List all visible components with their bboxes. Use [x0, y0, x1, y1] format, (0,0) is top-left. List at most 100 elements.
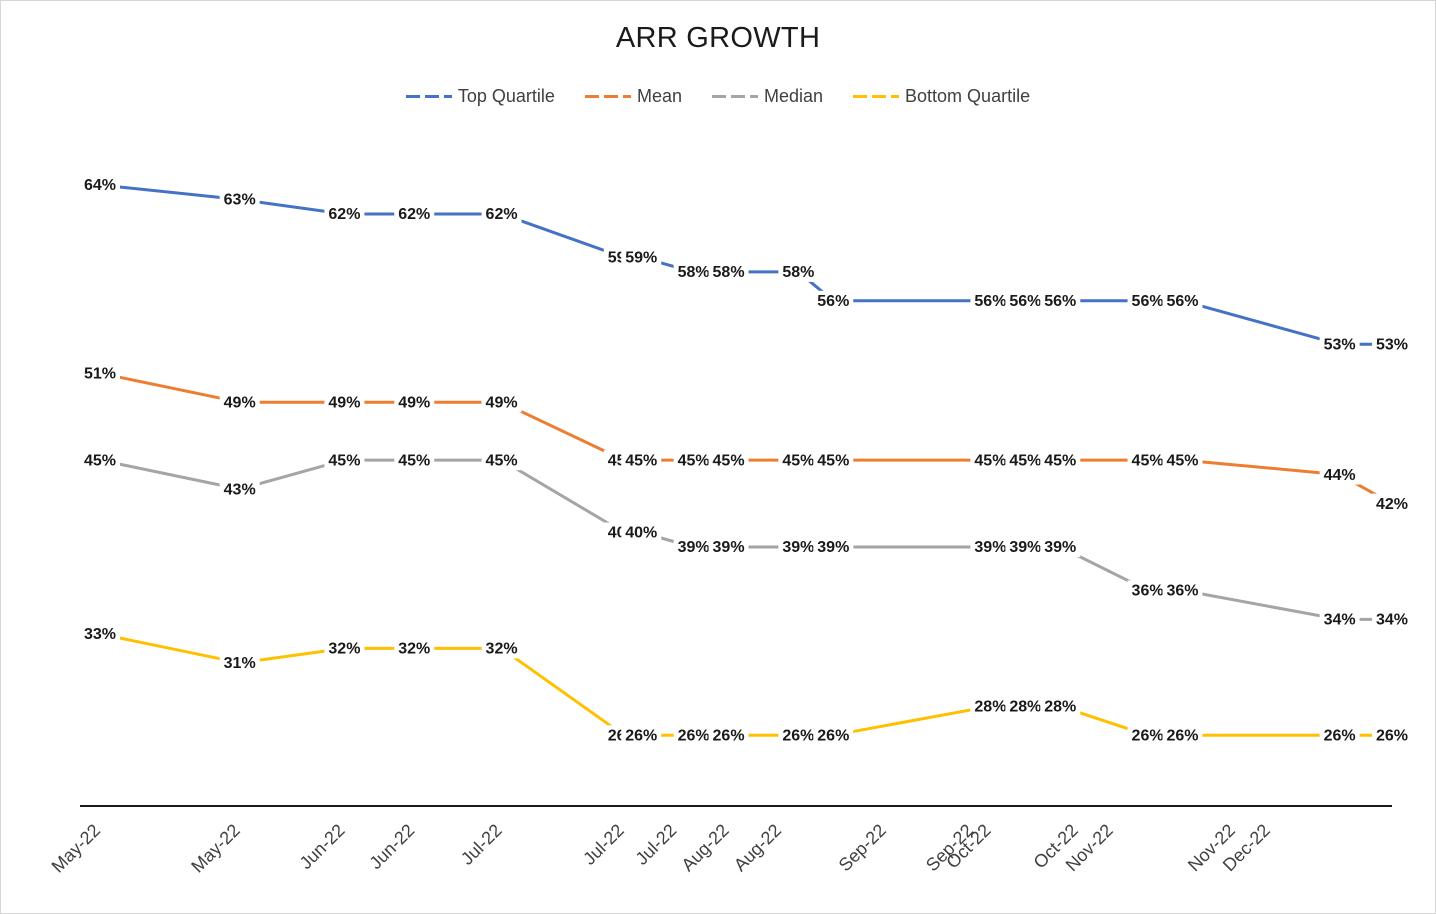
data-label-bg	[1005, 696, 1046, 717]
data-label-bg	[1372, 334, 1412, 355]
legend-label-median: Median	[763, 86, 824, 106]
data-label-bg	[1372, 609, 1412, 630]
data-label-bg	[1040, 290, 1081, 311]
data-label-mean: 45%	[625, 452, 657, 469]
data-label-top-quartile: 62%	[328, 206, 360, 223]
data-label-bottom-quartile: 33%	[84, 626, 116, 643]
x-tick-group: Aug-22	[730, 820, 785, 875]
data-label-mean: 45%	[1044, 452, 1076, 469]
data-label-bg	[708, 725, 749, 746]
data-label-bg	[219, 189, 260, 210]
data-label-bg	[813, 725, 854, 746]
data-label-bg	[970, 696, 1011, 717]
data-label-bg	[1319, 334, 1360, 355]
data-label-bottom-quartile: 26%	[713, 727, 745, 744]
data-label-mean: 42%	[1376, 496, 1408, 513]
data-label-bg	[708, 261, 749, 282]
x-tick-label: Aug-22	[678, 820, 733, 875]
data-label-bg	[621, 522, 662, 543]
legend-swatch-median	[711, 95, 758, 98]
data-label-median: 40%	[625, 525, 657, 542]
legend-label-bottom-quartile: Bottom Quartile	[905, 86, 1031, 106]
data-label-bg	[621, 450, 662, 471]
data-label-bg	[481, 203, 522, 224]
data-label-bg	[1319, 609, 1360, 630]
data-label-bg	[673, 725, 714, 746]
data-label-bottom-quartile: 28%	[1009, 698, 1041, 715]
data-label-bg	[813, 537, 854, 557]
x-tick-label: Jun-22	[365, 820, 418, 873]
data-label-bg	[1372, 493, 1412, 514]
data-label-bg	[1005, 537, 1046, 557]
x-tick-group: Jun-22	[365, 820, 418, 873]
legend-swatch-top-quartile	[405, 95, 452, 98]
legend-item-bottom-quartile: Bottom Quartile	[853, 86, 1030, 107]
data-label-bg	[1319, 464, 1360, 485]
data-label-bg	[970, 537, 1011, 557]
data-label-bg	[673, 537, 714, 557]
data-label-top-quartile: 63%	[224, 192, 256, 209]
x-tick-label: Jul-22	[457, 820, 506, 869]
data-label-bg	[80, 175, 120, 195]
x-tick-label: Sep-22	[835, 820, 890, 875]
data-label-bg	[219, 652, 260, 673]
data-label-bg	[1162, 290, 1203, 311]
data-label-bg	[1127, 725, 1168, 746]
legend-label-top-quartile: Top Quartile	[457, 86, 555, 106]
data-label-bg	[324, 638, 365, 659]
data-label-mean: 45%	[974, 452, 1006, 469]
data-label-bg	[621, 247, 662, 268]
data-label-mean: 49%	[224, 394, 256, 411]
data-label-bg	[970, 290, 1011, 311]
data-label-top-quartile: 56%	[1132, 293, 1164, 310]
data-label-median: 45%	[84, 452, 116, 469]
data-label-bg	[1040, 450, 1081, 471]
x-tick-group: Jul-22	[457, 820, 506, 869]
data-label-bottom-quartile: 26%	[678, 727, 710, 744]
data-label-top-quartile: 58%	[713, 264, 745, 281]
data-label-bg	[778, 537, 819, 557]
data-label-bg	[324, 392, 365, 413]
x-tick-label: Jul-22	[632, 820, 681, 869]
data-label-bottom-quartile: 32%	[328, 641, 360, 658]
data-label-median: 45%	[486, 452, 518, 469]
data-label-top-quartile: 62%	[486, 206, 518, 223]
data-label-median: 39%	[782, 539, 814, 556]
legend-item-median: Median	[711, 86, 824, 107]
data-label-bottom-quartile: 28%	[1044, 698, 1076, 715]
data-label-bg	[673, 450, 714, 471]
data-label-bg	[1127, 290, 1168, 311]
x-tick-label: May-22	[187, 820, 244, 877]
data-label-bg	[80, 450, 120, 471]
x-tick-label: May-22	[48, 820, 105, 877]
data-label-bg	[778, 261, 819, 282]
x-tick-label: Jul-22	[579, 820, 628, 869]
x-tick-group: May-22	[187, 820, 244, 877]
data-label-top-quartile: 56%	[817, 293, 849, 310]
legend-item-mean: Mean	[584, 86, 682, 107]
legend: Top Quartile Mean Median Bottom Quartile	[0, 86, 1436, 107]
data-label-mean: 45%	[817, 452, 849, 469]
data-label-mean: 45%	[1166, 452, 1198, 469]
data-label-bg	[219, 392, 260, 413]
x-tick-label: Aug-22	[730, 820, 785, 875]
legend-item-top-quartile: Top Quartile	[405, 86, 555, 107]
legend-label-mean: Mean	[636, 86, 682, 106]
data-label-mean: 44%	[1324, 467, 1356, 484]
data-label-median: 45%	[398, 452, 430, 469]
data-label-mean: 49%	[398, 394, 430, 411]
data-label-bg	[673, 261, 714, 282]
data-label-median: 39%	[713, 539, 745, 556]
data-label-bottom-quartile: 26%	[1166, 727, 1198, 744]
data-label-median: 39%	[974, 539, 1006, 556]
data-label-bg	[708, 537, 749, 557]
data-label-median: 45%	[328, 452, 360, 469]
data-label-bg	[1162, 450, 1203, 471]
data-label-bg	[481, 638, 522, 659]
data-label-bg	[778, 450, 819, 471]
data-label-median: 39%	[1044, 539, 1076, 556]
x-tick-group: Sep-22	[835, 820, 890, 875]
data-label-mean: 49%	[486, 394, 518, 411]
data-label-bg	[970, 450, 1011, 471]
data-label-mean: 45%	[713, 452, 745, 469]
